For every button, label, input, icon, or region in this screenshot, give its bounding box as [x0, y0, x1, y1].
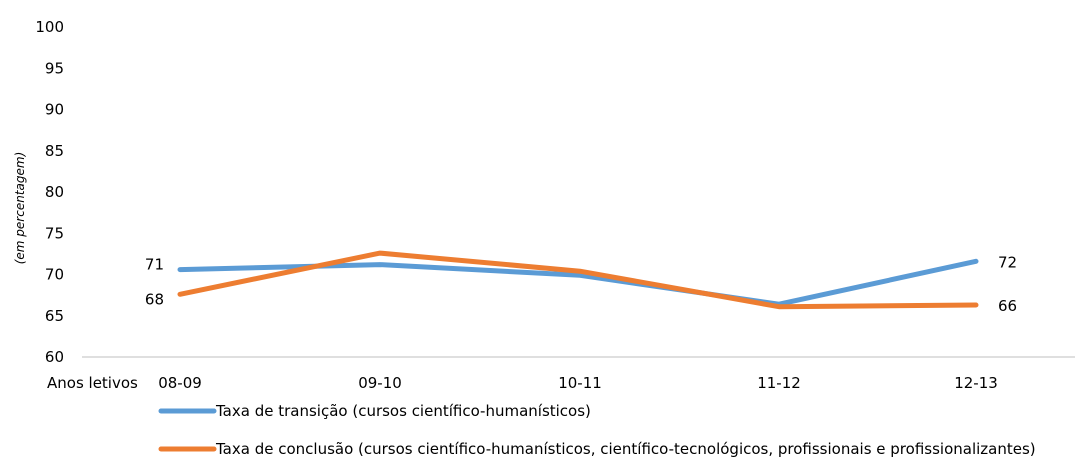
legend-label: Taxa de transição (cursos científico-hum…: [215, 402, 591, 420]
y-tick-label: 90: [45, 101, 64, 119]
x-tick-label: 10-11: [558, 374, 602, 392]
x-axis-title: Anos letivos: [47, 374, 138, 392]
series-lines: [177, 250, 979, 310]
y-axis-ticks: 60 65 70 75 80 85 90 95 100: [35, 18, 64, 366]
data-label: 72: [998, 253, 1017, 271]
y-tick-label: 70: [45, 266, 64, 284]
x-tick-label: 12-13: [954, 374, 998, 392]
legend: Taxa de transição (cursos científico-hum…: [158, 402, 1036, 458]
y-tick-label: 100: [35, 18, 64, 36]
y-tick-label: 60: [45, 348, 64, 366]
x-tick-label: 11-12: [757, 374, 801, 392]
y-tick-label: 80: [45, 183, 64, 201]
y-tick-label: 95: [45, 59, 64, 77]
y-axis-label: (em percentagem): [13, 152, 27, 265]
data-labels: 71 72 68 66: [145, 253, 1017, 315]
x-tick-label: 08-09: [158, 374, 202, 392]
x-tick-label: 09-10: [358, 374, 402, 392]
y-tick-label: 65: [45, 307, 64, 325]
x-axis-ticks: 08-09 09-10 10-11 11-12 12-13: [158, 374, 998, 392]
y-tick-label: 85: [45, 142, 64, 160]
legend-label: Taxa de conclusão (cursos científico-hum…: [215, 440, 1036, 458]
data-label: 71: [145, 256, 164, 274]
y-tick-label: 75: [45, 224, 64, 242]
series-line-conclusao: [177, 250, 979, 310]
data-label: 66: [998, 297, 1017, 315]
data-label: 68: [145, 290, 164, 308]
